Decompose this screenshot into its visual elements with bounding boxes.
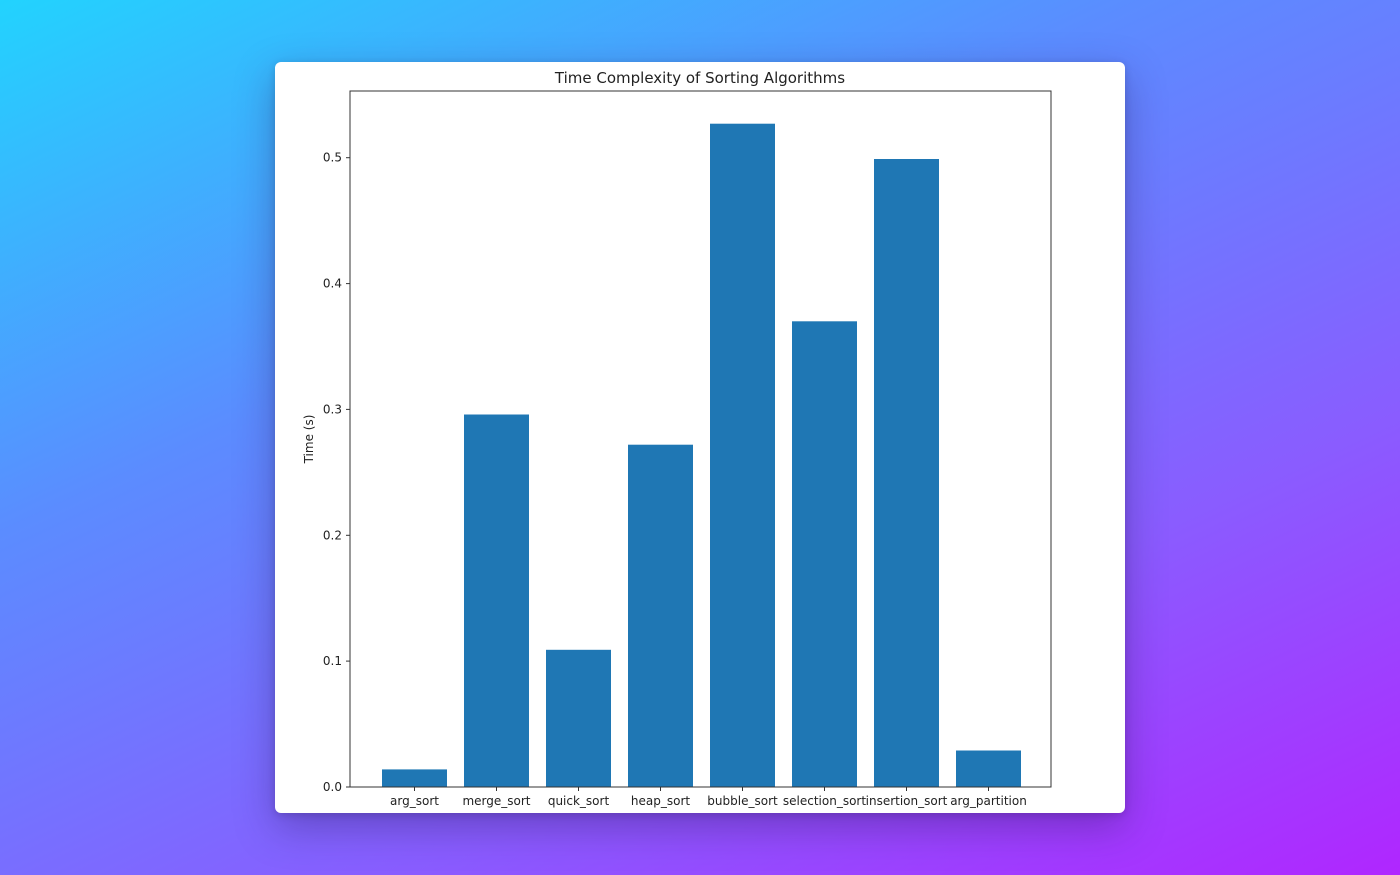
bar-heap-sort xyxy=(628,444,693,787)
bars-layer xyxy=(382,123,1021,787)
y-tick-label: 0.0 xyxy=(323,780,342,794)
bar-quick-sort xyxy=(546,649,611,787)
bar-arg-partition xyxy=(956,750,1021,787)
y-axis: 0.0 0.1 0.2 0.3 0.4 0.5 xyxy=(323,151,350,794)
y-axis-title: Time (s) xyxy=(302,415,316,465)
x-tick-label: arg_sort xyxy=(390,794,439,808)
bar-chart: Time Complexity of Sorting Algorithms 0.… xyxy=(302,69,1052,808)
y-tick-label: 0.5 xyxy=(323,151,342,165)
x-axis: arg_sort merge_sort quick_sort heap_sort bub… xyxy=(390,787,1027,808)
bar-arg-sort xyxy=(382,769,447,787)
plot-frame xyxy=(349,90,1052,788)
y-tick-label: 0.2 xyxy=(323,528,342,542)
bar-insertion-sort xyxy=(874,159,939,787)
bar-merge-sort xyxy=(464,414,529,787)
x-tick-label: heap_sort xyxy=(631,794,690,808)
chart-title: Time Complexity of Sorting Algorithms xyxy=(554,69,845,87)
y-tick-label: 0.3 xyxy=(323,402,342,416)
x-tick-label: insertion_sort xyxy=(866,794,948,808)
chart-window: Time Complexity of Sorting Algorithms 0.… xyxy=(275,62,1125,813)
y-tick-label: 0.1 xyxy=(323,654,342,668)
x-tick-label: arg_partition xyxy=(950,794,1027,808)
x-tick-label: merge_sort xyxy=(462,794,530,808)
y-tick-label: 0.4 xyxy=(323,277,342,291)
x-tick-label: selection_sort xyxy=(783,794,866,808)
x-tick-label: bubble_sort xyxy=(707,794,778,808)
bar-bubble-sort xyxy=(710,123,775,787)
bar-selection-sort xyxy=(792,321,857,787)
x-tick-label: quick_sort xyxy=(548,794,610,808)
